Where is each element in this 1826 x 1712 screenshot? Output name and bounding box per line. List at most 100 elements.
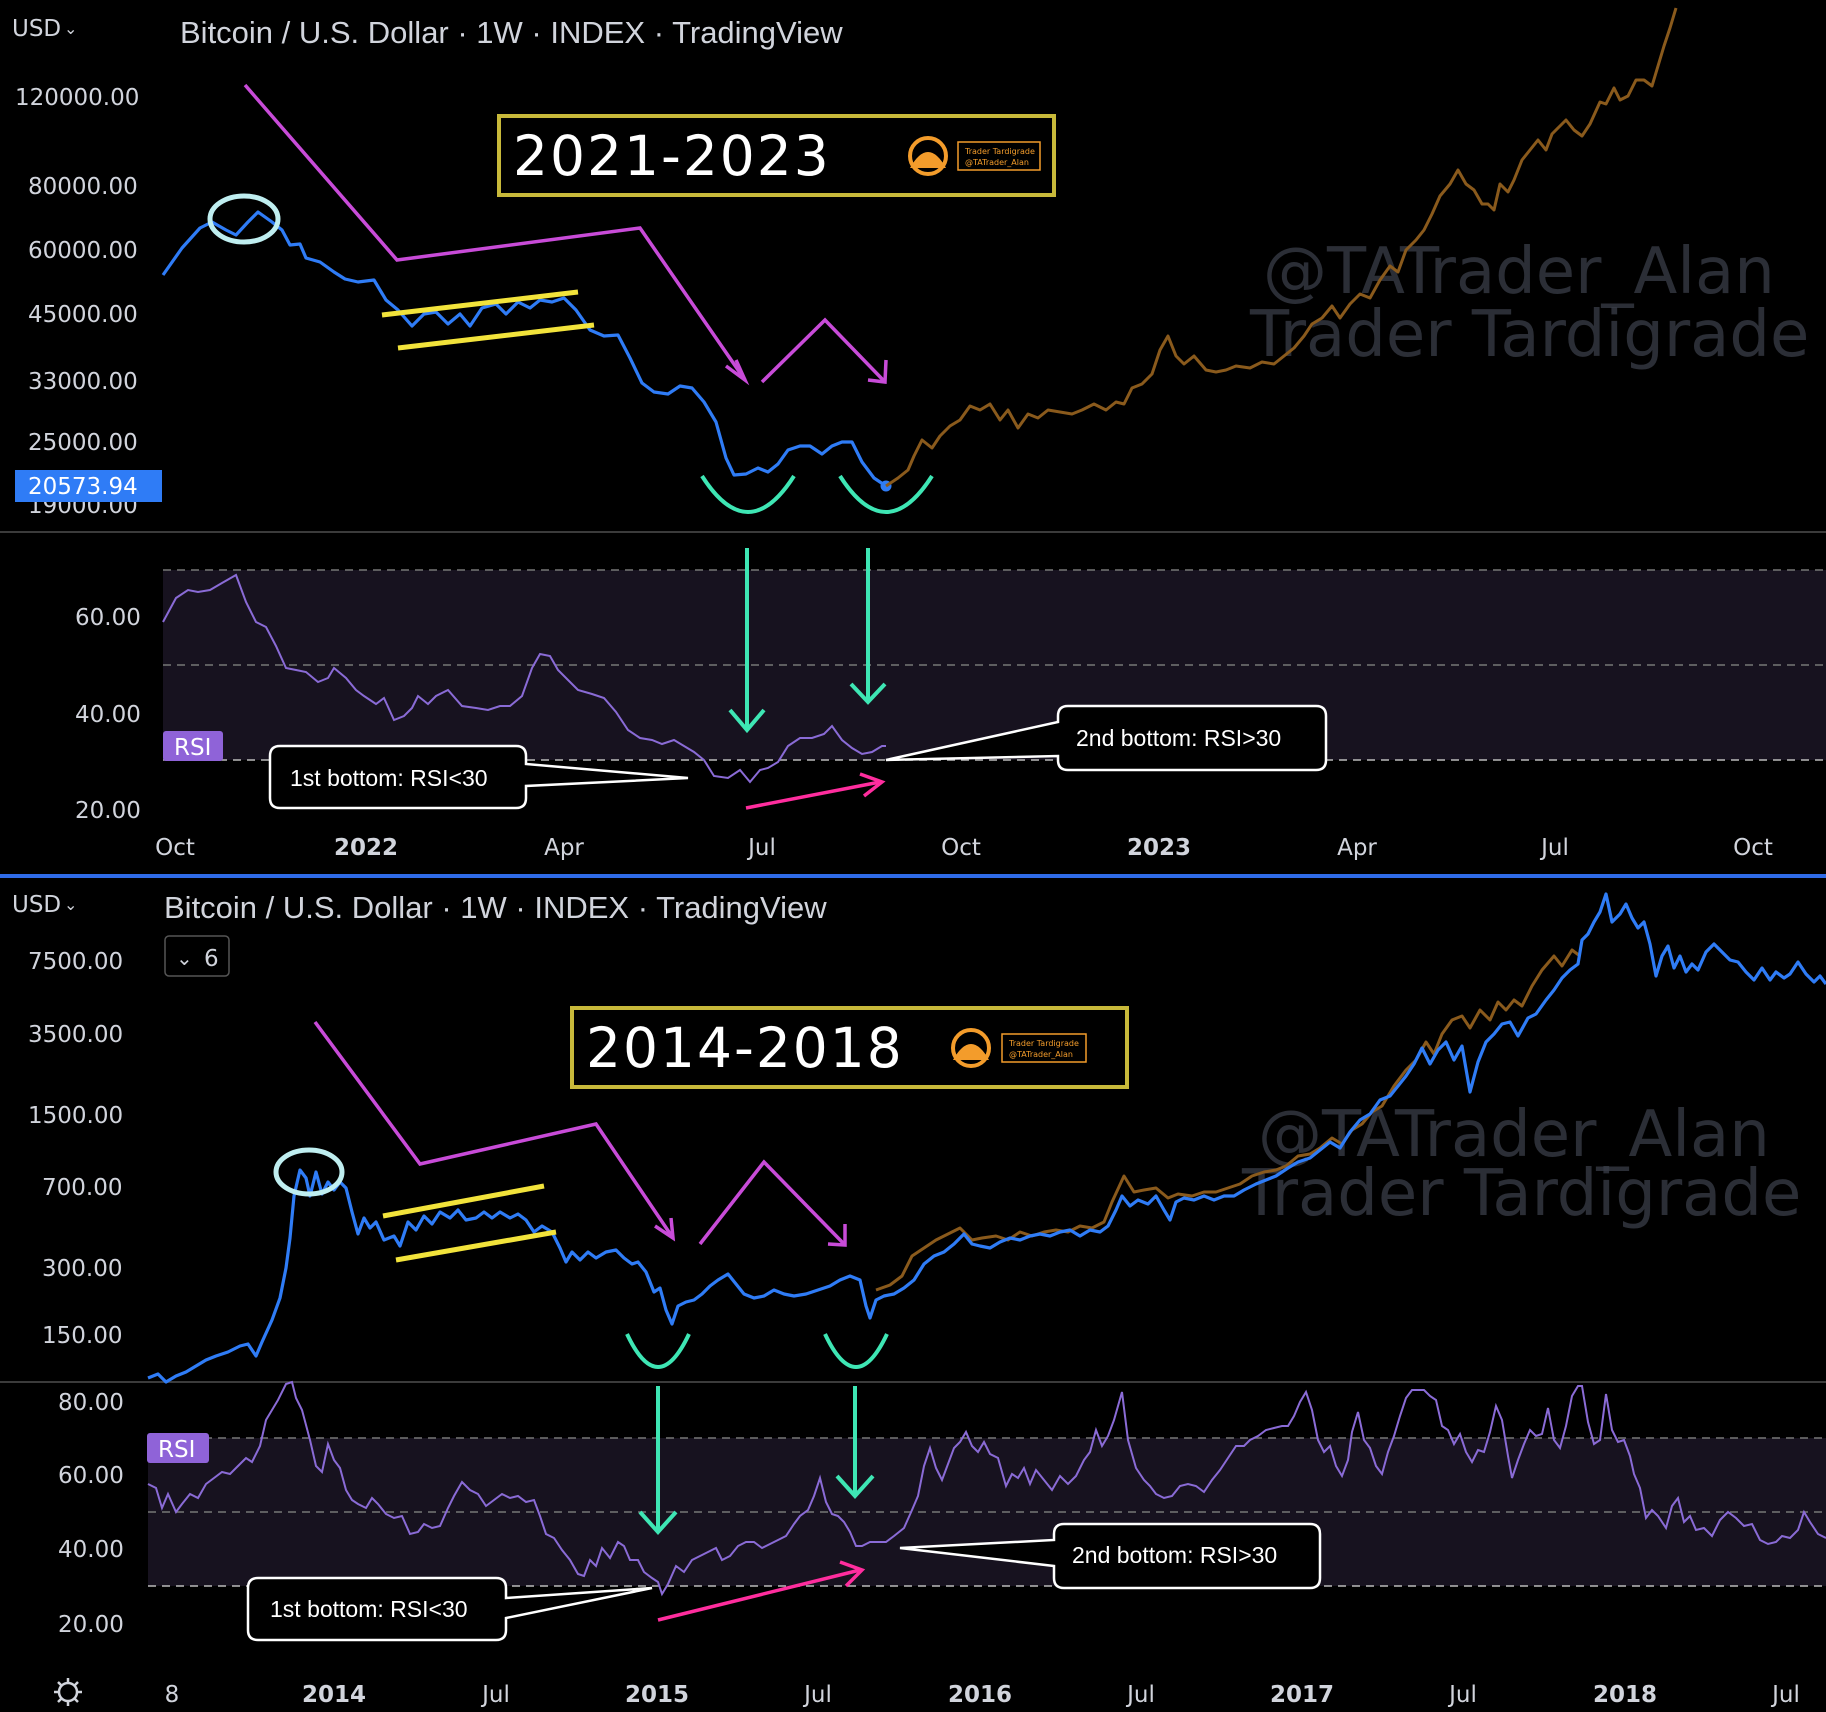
top-peak-circle <box>207 193 281 245</box>
top-logo-text-1: Trader Tardigrade <box>964 147 1035 156</box>
top-price-tick: 60000.00 <box>28 238 138 264</box>
bottom-chart-title: Bitcoin / U.S. Dollar · 1W · INDEX · Tra… <box>164 890 827 925</box>
last-price-value: 20573.94 <box>28 474 138 500</box>
top-rsi-tag[interactable] <box>163 731 223 761</box>
top-price-tick: 33000.00 <box>28 369 138 395</box>
top-time-axis[interactable]: Oct 2022 Apr Jul Oct 2023 Apr Jul Oct <box>155 835 1773 861</box>
bottom-price-tick: 3500.00 <box>28 1022 123 1048</box>
top-chart-title: Bitcoin / U.S. Dollar · 1W · INDEX · Tra… <box>180 15 843 50</box>
top-zigzag-path <box>243 83 887 384</box>
top-zigzag-arrowhead <box>867 359 888 384</box>
top-rsi-line <box>162 573 886 784</box>
bottom-rsi-line <box>147 1380 1826 1597</box>
top-projection-line <box>885 7 1678 488</box>
bottom-channel-upper <box>382 1183 545 1219</box>
bottom-rsi-tag[interactable] <box>147 1433 209 1463</box>
bottom-x-tick: 2014 <box>302 1682 366 1708</box>
top-second-bottom-arc <box>838 474 934 514</box>
top-note-1: 1st bottom: RSI<30 <box>268 744 689 810</box>
bottom-currency-label[interactable]: USD <box>12 892 61 918</box>
top-x-tick: Jul <box>1539 835 1569 861</box>
bottom-note-1-text: 1st bottom: RSI<30 <box>270 1596 468 1622</box>
bottom-x-tick: Jul <box>802 1682 832 1708</box>
bottom-rsi-band <box>148 1438 1826 1586</box>
top-x-tick: 2023 <box>1127 835 1191 861</box>
top-rsi-tick: 20.00 <box>75 798 141 824</box>
top-x-tick: Oct <box>155 835 195 861</box>
top-price-tick: 120000.00 <box>15 85 139 111</box>
top-period-badge-text: 2021-2023 <box>513 124 831 188</box>
top-x-tick: Apr <box>1337 835 1377 861</box>
bottom-down-arrowhead-2 <box>835 1474 875 1499</box>
bottom-x-tick: Jul <box>1447 1682 1477 1708</box>
top-rsi-tick: 60.00 <box>75 605 141 631</box>
bottom-watermark-line-1: @TATrader_Alan <box>1258 1098 1770 1172</box>
bottom-down-arrowhead-1 <box>638 1510 678 1535</box>
top-note-1-text: 1st bottom: RSI<30 <box>290 765 488 791</box>
bottom-x-tick: Jul <box>480 1682 510 1708</box>
bottom-logo-text-1: Trader Tardigrade <box>1008 1039 1079 1048</box>
bottom-x-tick: Jul <box>1125 1682 1155 1708</box>
bottom-time-axis[interactable]: 8 2014 Jul 2015 Jul 2016 Jul 2017 Jul 20… <box>165 1682 1800 1708</box>
top-currency-chevron-icon[interactable]: ⌄ <box>64 19 77 38</box>
bottom-note-2-text: 2nd bottom: RSI>30 <box>1072 1542 1277 1568</box>
top-panel: USD ⌄ Bitcoin / U.S. Dollar · 1W · INDEX… <box>0 7 1826 861</box>
bottom-first-bottom-arc <box>625 1333 691 1369</box>
bottom-note-1: 1st bottom: RSI<30 <box>246 1576 653 1642</box>
bottom-x-tick: 2017 <box>1270 1682 1334 1708</box>
top-zigzag-arrowhead <box>724 359 750 386</box>
bottom-rsi-tag-label: RSI <box>158 1437 195 1463</box>
top-rsi-axis[interactable]: 60.00 40.00 20.00 RSI <box>75 605 223 824</box>
bottom-peak-circle <box>273 1147 345 1197</box>
top-note-2-text: 2nd bottom: RSI>30 <box>1076 725 1281 751</box>
bottom-zigzag-arrowhead <box>654 1217 676 1242</box>
top-x-tick: Jul <box>746 835 776 861</box>
bottom-period-badge-text: 2014-2018 <box>586 1016 904 1080</box>
top-channel-upper <box>381 289 579 318</box>
top-price-axis[interactable]: 120000.00 80000.00 60000.00 45000.00 330… <box>15 85 162 519</box>
bottom-x-tick: Jul <box>1770 1682 1800 1708</box>
bottom-period-badge: 2014-2018 Trader Tardigrade @TATrader_Al… <box>570 1006 1129 1089</box>
top-watermark-line-1: @TATrader_Alan <box>1263 235 1775 309</box>
bottom-x-tick: 2016 <box>948 1682 1012 1708</box>
bottom-price-tick: 1500.00 <box>28 1103 123 1129</box>
bottom-price-tick: 300.00 <box>42 1256 122 1282</box>
bottom-divergence-arrow <box>657 1568 861 1622</box>
bottom-price-axis[interactable]: 7500.00 3500.00 1500.00 700.00 300.00 15… <box>28 949 123 1349</box>
bottom-rsi-tick: 60.00 <box>58 1463 124 1489</box>
top-price-tick: 80000.00 <box>28 174 138 200</box>
bottom-logo-text-2: @TATrader_Alan <box>1009 1050 1073 1059</box>
top-price-tick: 45000.00 <box>28 302 138 328</box>
bottom-x-tick: 8 <box>165 1682 180 1708</box>
top-period-badge: 2021-2023 Trader Tardigrade @TATrader_Al… <box>497 114 1056 197</box>
top-logo-text-2: @TATrader_Alan <box>965 158 1029 167</box>
indicators-toggle-button[interactable]: ⌄ 6 <box>164 935 230 977</box>
indicator-count: 6 <box>204 946 219 972</box>
last-price-badge <box>15 470 162 502</box>
settings-gear-icon[interactable] <box>54 1678 82 1706</box>
bottom-note-2: 2nd bottom: RSI>30 <box>899 1522 1322 1590</box>
bottom-currency-chevron-icon[interactable]: ⌄ <box>64 895 77 914</box>
top-price-tick: 25000.00 <box>28 430 138 456</box>
top-currency-label[interactable]: USD <box>12 16 61 42</box>
top-divergence-arrow <box>745 780 881 810</box>
top-note-2: 2nd bottom: RSI>30 <box>885 704 1328 772</box>
top-rsi-tag-label: RSI <box>174 735 211 761</box>
chevron-down-icon: ⌄ <box>176 946 193 970</box>
top-divergence-arrowhead <box>859 772 886 798</box>
bottom-channel-lower <box>395 1229 557 1263</box>
top-watermark-line-2: Trader Tardigrade <box>1249 298 1809 372</box>
bottom-x-tick: 2018 <box>1593 1682 1657 1708</box>
top-x-tick: 2022 <box>334 835 398 861</box>
top-x-tick: Apr <box>544 835 584 861</box>
bottom-zigzag-arrowhead <box>827 1224 847 1247</box>
bottom-price-tick: 150.00 <box>42 1323 122 1349</box>
top-x-tick: Oct <box>941 835 981 861</box>
bottom-panel: USD ⌄ Bitcoin / U.S. Dollar · 1W · INDEX… <box>0 890 1826 1708</box>
bottom-rsi-axis[interactable]: 80.00 60.00 40.00 20.00 RSI <box>58 1390 209 1638</box>
tardigrade-logo-icon <box>908 136 948 176</box>
top-down-arrowhead-1 <box>728 708 766 734</box>
bottom-x-tick: 2015 <box>625 1682 689 1708</box>
